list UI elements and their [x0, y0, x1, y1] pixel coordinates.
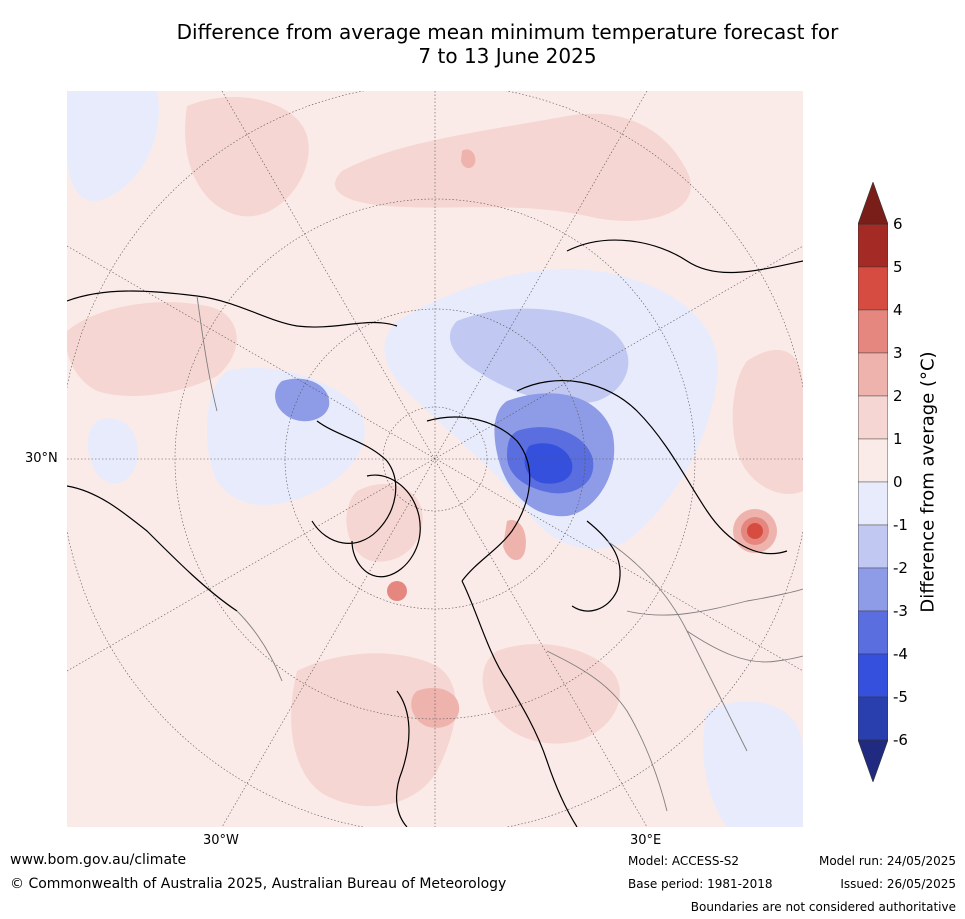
warm-region-alaska	[67, 302, 237, 396]
colorbar-tick: 2	[893, 387, 903, 405]
colorbar-tick: 0	[893, 473, 903, 491]
colorbar-band	[858, 481, 888, 526]
warm-hotspot-core	[747, 523, 763, 539]
colorbar-band	[858, 696, 888, 741]
colorbar-tick: -5	[893, 688, 908, 706]
cool-region-bering	[67, 91, 159, 202]
political-borders	[196, 295, 803, 812]
latitude-label-30n: 30°N	[25, 451, 58, 466]
colorbar-tick: -2	[893, 559, 908, 577]
coastlines	[67, 239, 803, 827]
longitude-label-30e: 30°E	[630, 833, 662, 848]
colorbar-band	[858, 610, 888, 655]
colorbar-band	[858, 395, 888, 440]
footer-issued: Issued: 26/05/2025	[840, 877, 956, 891]
warm-spot-iceland	[387, 581, 407, 601]
colorbar-tick: -1	[893, 516, 908, 534]
colorbar-band	[858, 309, 888, 354]
footer-model: Model: ACCESS-S2	[628, 854, 740, 868]
colorbar-band	[858, 524, 888, 569]
colorbar-bands	[858, 223, 888, 741]
colorbar-band	[858, 653, 888, 698]
footer-website[interactable]: www.bom.gov.au/climate	[10, 852, 187, 868]
footer-base-period: Base period: 1981-2018	[628, 877, 773, 891]
footer-model-run: Model run: 24/05/2025	[818, 854, 956, 868]
title-line-2: 7 to 13 June 2025	[418, 44, 597, 68]
colorbar-tick: -6	[893, 731, 908, 749]
cool-spot-canadian-arctic	[275, 378, 330, 422]
map-title: Difference from average mean minimum tem…	[60, 20, 955, 68]
colorbar-tick: 1	[893, 430, 903, 448]
colorbar-tick: 5	[893, 258, 903, 276]
warm-spot-scandinavia	[503, 520, 526, 561]
temperature-anomaly-map	[67, 91, 803, 827]
colorbar-tick: 6	[893, 215, 903, 233]
warm-region-north-pacific	[185, 97, 309, 217]
colorbar-tick: -3	[893, 602, 908, 620]
graticule	[67, 91, 803, 827]
colorbar-label-text: Difference from average (°C)	[917, 351, 939, 613]
footer-copyright: © Commonwealth of Australia 2025, Austra…	[10, 876, 507, 892]
warm-region-arctic-siberia	[334, 113, 691, 221]
map-canvas	[67, 91, 803, 827]
colorbar-extend-min	[858, 739, 888, 782]
colorbar-band	[858, 438, 888, 483]
colorbar-extend-max	[858, 182, 888, 225]
cool-region-kara-sea	[449, 308, 629, 404]
cool-region-north-pacific	[87, 418, 138, 484]
footer-disclaimer: Boundaries are not considered authoritat…	[690, 900, 956, 914]
colorbar-tick: 4	[893, 301, 903, 319]
warm-region-europe	[482, 643, 620, 744]
cool-region-southeast-asia	[703, 701, 803, 827]
colorbar-band	[858, 223, 888, 268]
longitude-label-30w: 30°W	[203, 833, 239, 848]
title-line-1: Difference from average mean minimum tem…	[176, 20, 839, 44]
warm-region-north-atlantic	[291, 653, 456, 807]
warm-spot-arctic	[461, 149, 476, 169]
colorbar-tick: 3	[893, 344, 903, 362]
colorbar	[858, 182, 888, 782]
colorbar-outline	[858, 223, 888, 741]
colorbar-band	[858, 352, 888, 397]
colorbar-tick: -4	[893, 645, 908, 663]
colorbar-band	[858, 266, 888, 311]
colorbar-band	[858, 567, 888, 612]
warm-region-east-asia	[732, 349, 803, 495]
cool-core-west-siberia	[524, 443, 573, 484]
